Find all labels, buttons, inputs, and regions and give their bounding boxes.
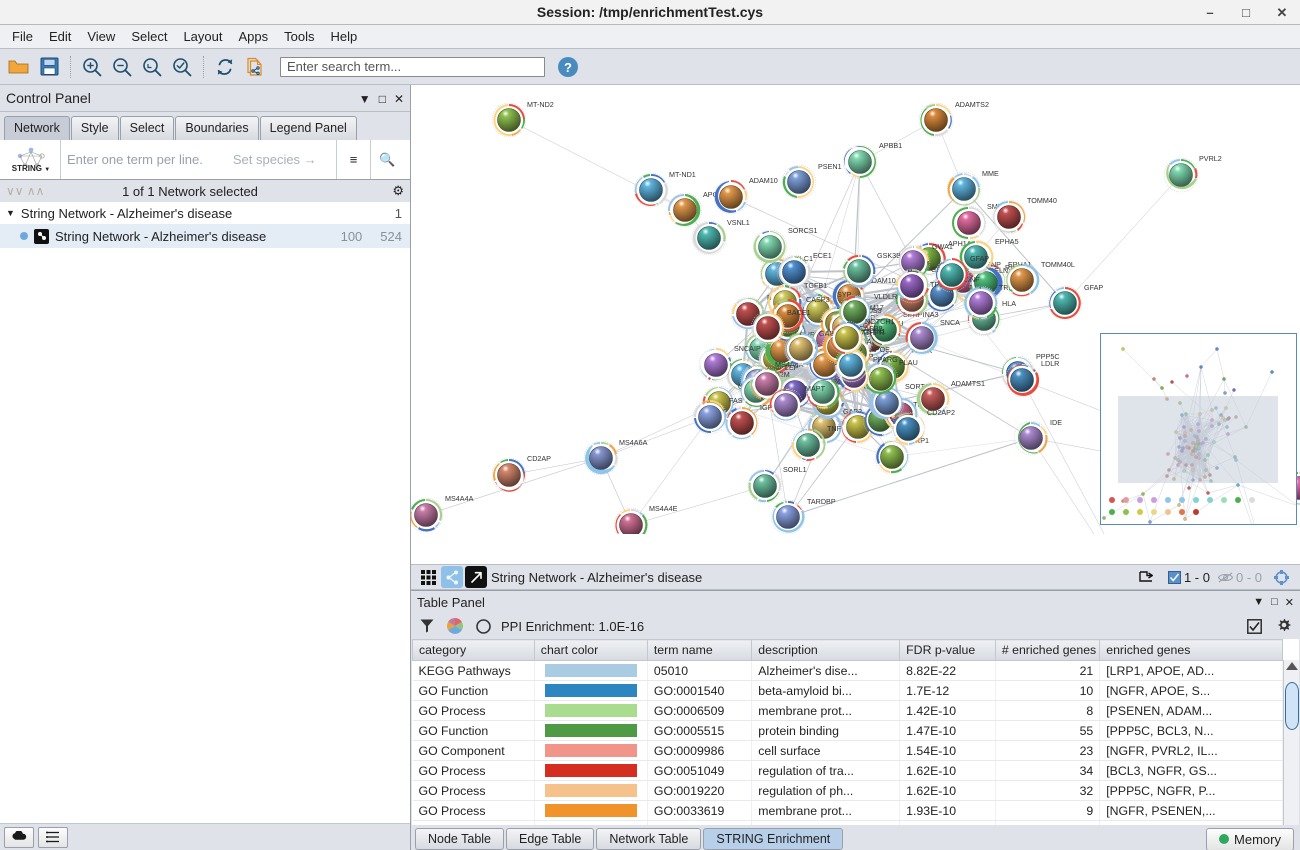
svg-text:TARDBP: TARDBP — [807, 497, 836, 506]
svg-text:?: ? — [564, 60, 572, 75]
svg-text:PSEN1: PSEN1 — [818, 162, 842, 171]
svg-text:PLAU: PLAU — [899, 358, 918, 367]
svg-text:MT-ND1: MT-ND1 — [669, 170, 696, 179]
svg-text:APOE: APOE — [870, 345, 890, 354]
svg-text:ECE1: ECE1 — [813, 251, 832, 260]
svg-text:VLDLR: VLDLR — [874, 292, 897, 301]
svg-text:GWA1: GWA1 — [932, 242, 953, 251]
svg-text:LDLR: LDLR — [1041, 359, 1059, 368]
svg-text:SNCA: SNCA — [940, 318, 960, 327]
svg-text:CD2AP: CD2AP — [527, 454, 551, 463]
svg-text:PVRL2: PVRL2 — [1199, 154, 1222, 163]
svg-text:TOMM40L: TOMM40L — [1041, 260, 1075, 269]
svg-text:EPHA5: EPHA5 — [995, 237, 1019, 246]
svg-text:HLA: HLA — [1002, 299, 1016, 308]
svg-text:NOTCH1: NOTCH1 — [865, 317, 895, 326]
svg-text:FAS: FAS — [729, 396, 743, 405]
svg-text:MS4A4A: MS4A4A — [445, 494, 474, 503]
svg-text:GFAP: GFAP — [970, 254, 989, 263]
svg-text:SNCAIP: SNCAIP — [734, 344, 761, 353]
svg-text:TNF: TNF — [827, 424, 842, 433]
svg-text:PPARG: PPARG — [873, 355, 898, 364]
svg-text:BACE1: BACE1 — [787, 308, 811, 317]
svg-text:CD2AP2: CD2AP2 — [927, 408, 955, 417]
svg-text:SORL1: SORL1 — [783, 465, 807, 474]
svg-text:ADAMTS1: ADAMTS1 — [951, 379, 985, 388]
svg-text:MAPT: MAPT — [805, 384, 826, 393]
svg-text:MT-ND2: MT-ND2 — [527, 100, 554, 109]
svg-text:MS4A6A: MS4A6A — [619, 438, 648, 447]
svg-text:CASP3: CASP3 — [806, 295, 830, 304]
svg-text:TOMM40: TOMM40 — [1027, 196, 1057, 205]
svg-text:VSNL1: VSNL1 — [727, 218, 750, 227]
svg-text:MME: MME — [982, 169, 999, 178]
svg-text:APBB1: APBB1 — [879, 141, 902, 150]
svg-text:TGFB1: TGFB1 — [804, 281, 827, 290]
svg-text:ADAM10: ADAM10 — [749, 176, 778, 185]
svg-text:SORCS1: SORCS1 — [788, 226, 818, 235]
svg-text:IDE: IDE — [1050, 418, 1062, 427]
svg-text:ADAMTS2: ADAMTS2 — [955, 100, 989, 109]
svg-text:MS4A4E: MS4A4E — [649, 504, 678, 513]
svg-text:GFAP: GFAP — [1084, 283, 1103, 292]
